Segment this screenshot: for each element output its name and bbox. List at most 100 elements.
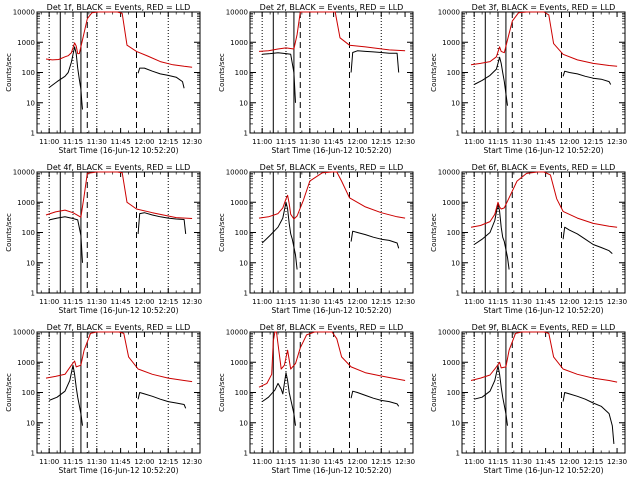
x-tick-label: 11:00 [464, 458, 484, 466]
y-tick-label: 10 [451, 99, 460, 107]
x-tick-label: 12:00 [559, 138, 579, 146]
x-tick-label: 12:30 [182, 458, 202, 466]
chart-panel-5: 1 10 100 1000 10000 11:00 11:15 11:30 11:45 12:00… [218, 163, 415, 315]
x-tick-label: 11:30 [300, 458, 320, 466]
x-tick-label: 11:15 [488, 458, 508, 466]
x-tick-label: 11:15 [276, 458, 296, 466]
chart-title: Det 2f, BLACK = Events, RED = LLD [260, 3, 404, 12]
y-tick-label: 10000 [13, 9, 35, 17]
x-tick-label: 12:30 [395, 138, 415, 146]
y-tick-label: 10000 [438, 329, 460, 337]
chart-panel-4: 1 10 100 1000 10000 11:00 11:15 11:30 11:45 12:00… [5, 163, 202, 315]
events-series-line [261, 372, 296, 426]
y-tick-label: 10 [239, 99, 248, 107]
y-tick-label: 1 [31, 290, 35, 298]
y-tick-label: 1 [244, 130, 248, 138]
x-tick-label: 11:30 [300, 298, 320, 306]
y-tick-label: 10000 [438, 9, 460, 17]
x-tick-label: 11:45 [324, 138, 344, 146]
x-axis-label: Start Time (16-Jun-12 10:52:20) [59, 306, 179, 315]
y-tick-label: 100 [22, 69, 35, 77]
y-tick-label: 1000 [230, 359, 248, 367]
x-axis-label: Start Time (16-Jun-12 10:52:20) [59, 466, 179, 475]
lld-series-line [470, 11, 618, 67]
chart-panel-8: 1 10 100 1000 10000 11:00 11:15 11:30 11:45 12:00… [218, 323, 415, 475]
x-tick-label: 11:15 [63, 138, 83, 146]
events-series-line [562, 392, 615, 444]
chart-panel-6: 1 10 100 1000 10000 11:00 11:15 11:30 11:45 12:00… [430, 163, 627, 315]
y-tick-label: 1 [456, 290, 460, 298]
x-axis-label: Start Time (16-Jun-12 10:52:20) [272, 306, 392, 315]
x-tick-label: 12:30 [182, 298, 202, 306]
x-tick-label: 11:00 [39, 298, 59, 306]
x-tick-label: 12:00 [347, 138, 367, 146]
chart-panel-9: 1 10 100 1000 10000 11:00 11:15 11:30 11:45 12:00… [430, 323, 627, 475]
lld-series-line [45, 331, 193, 383]
x-tick-label: 11:45 [111, 138, 131, 146]
y-tick-label: 1 [244, 290, 248, 298]
chart-title: Det 3f, BLACK = Events, RED = LLD [472, 3, 616, 12]
y-tick-label: 10 [239, 259, 248, 267]
events-series-line [350, 230, 400, 249]
y-tick-label: 10000 [13, 169, 35, 177]
x-tick-label: 11:45 [111, 298, 131, 306]
y-tick-label: 10 [26, 419, 35, 427]
events-series-line [474, 365, 508, 426]
y-tick-label: 1 [456, 130, 460, 138]
chart-title: Det 9f, BLACK = Events, RED = LLD [472, 323, 616, 332]
y-tick-label: 100 [22, 389, 35, 397]
y-tick-label: 100 [235, 69, 248, 77]
x-tick-label: 11:00 [39, 138, 59, 146]
x-tick-label: 12:15 [583, 138, 603, 146]
y-tick-label: 1 [456, 450, 460, 458]
x-tick-label: 12:30 [395, 298, 415, 306]
plot-frame [461, 171, 626, 294]
x-tick-label: 11:45 [536, 298, 556, 306]
y-axis-label: Counts/sec [218, 373, 226, 412]
y-tick-label: 1000 [230, 39, 248, 47]
plot-frame [249, 11, 414, 134]
chart-title: Det 7f, BLACK = Events, RED = LLD [47, 323, 191, 332]
x-axis-label: Start Time (16-Jun-12 10:52:20) [272, 466, 392, 475]
y-tick-label: 1000 [17, 39, 35, 47]
x-tick-label: 12:15 [158, 138, 178, 146]
y-tick-label: 100 [447, 69, 460, 77]
x-tick-label: 11:00 [464, 298, 484, 306]
y-tick-label: 10 [26, 99, 35, 107]
y-tick-label: 10000 [226, 329, 248, 337]
x-tick-label: 12:00 [134, 298, 154, 306]
lld-series-line [258, 11, 406, 52]
y-tick-label: 100 [235, 389, 248, 397]
y-axis-label: Counts/sec [218, 53, 226, 92]
y-tick-label: 1000 [230, 199, 248, 207]
x-tick-label: 11:45 [324, 458, 344, 466]
x-tick-label: 11:30 [300, 138, 320, 146]
x-axis-label: Start Time (16-Jun-12 10:52:20) [59, 146, 179, 155]
plot-frame [36, 11, 201, 134]
x-axis-label: Start Time (16-Jun-12 10:52:20) [484, 466, 604, 475]
events-series-line [262, 52, 296, 103]
chart-title: Det 1f, BLACK = Events, RED = LLD [47, 3, 191, 12]
x-tick-label: 12:00 [134, 138, 154, 146]
x-tick-label: 12:00 [347, 458, 367, 466]
y-axis-label: Counts/sec [218, 213, 226, 252]
events-series-line [562, 226, 613, 254]
lld-series-line [45, 171, 193, 219]
events-series-line [137, 392, 187, 409]
chart-title: Det 5f, BLACK = Events, RED = LLD [260, 163, 404, 172]
y-tick-label: 10 [451, 419, 460, 427]
x-tick-label: 11:15 [488, 138, 508, 146]
events-series-line [49, 216, 83, 263]
x-tick-label: 11:30 [512, 298, 532, 306]
x-tick-label: 11:30 [87, 458, 107, 466]
y-tick-label: 1000 [442, 199, 460, 207]
x-tick-label: 12:30 [607, 298, 627, 306]
plot-frame [461, 11, 626, 134]
events-series-line [49, 364, 83, 426]
x-tick-label: 11:45 [111, 458, 131, 466]
plot-frame [36, 171, 201, 294]
x-tick-label: 11:15 [63, 298, 83, 306]
y-tick-label: 1000 [442, 359, 460, 367]
events-series-line [350, 390, 400, 407]
chart-panel-7: 1 10 100 1000 10000 11:00 11:15 11:30 11:45 12:00… [5, 323, 202, 475]
